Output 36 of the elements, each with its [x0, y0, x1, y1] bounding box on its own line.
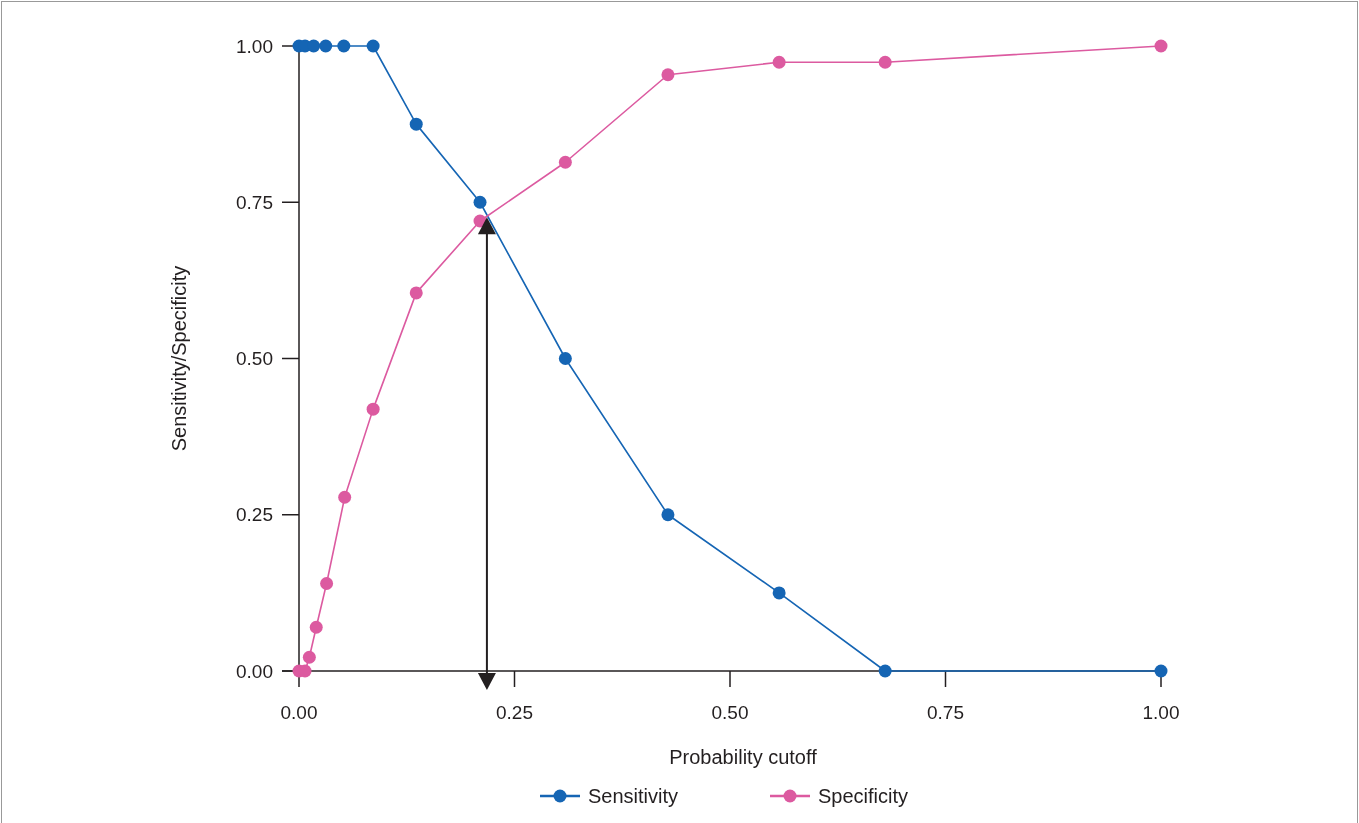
point [320, 577, 334, 590]
point [338, 490, 352, 504]
y-tick-label: 0.00 [236, 660, 273, 682]
point [661, 508, 675, 522]
point [409, 117, 423, 131]
x-axis-title: Probability cutoff [669, 746, 818, 768]
x-tick-label: 0.25 [496, 702, 533, 723]
legend-label: Sensitivity [588, 785, 679, 807]
y-tick-label: 0.75 [236, 191, 273, 213]
point [366, 402, 380, 416]
y-tick-label: 0.25 [236, 504, 273, 526]
point [878, 664, 892, 678]
y-tick-label: 0.50 [236, 348, 273, 370]
legend-label: Specificity [818, 785, 909, 807]
point [307, 39, 321, 53]
point [319, 39, 333, 53]
point [366, 39, 380, 53]
point [558, 155, 572, 169]
point [337, 39, 351, 53]
point [558, 352, 572, 365]
point [1154, 39, 1168, 53]
y-tick-label: 1.00 [236, 35, 273, 57]
point [302, 650, 316, 664]
point [409, 286, 423, 300]
x-tick-label: 0.50 [711, 702, 749, 723]
x-tick-label: 0.00 [280, 702, 318, 723]
x-tick-label: 0.75 [927, 702, 964, 723]
y-axis-title: Sensitivity/Specificity [168, 265, 190, 452]
point [473, 195, 487, 209]
point [772, 586, 786, 600]
x-tick-label: 1.00 [1142, 702, 1180, 723]
point [309, 620, 323, 634]
point [878, 55, 892, 69]
point [661, 68, 675, 82]
point [1154, 664, 1168, 678]
point [772, 55, 786, 69]
